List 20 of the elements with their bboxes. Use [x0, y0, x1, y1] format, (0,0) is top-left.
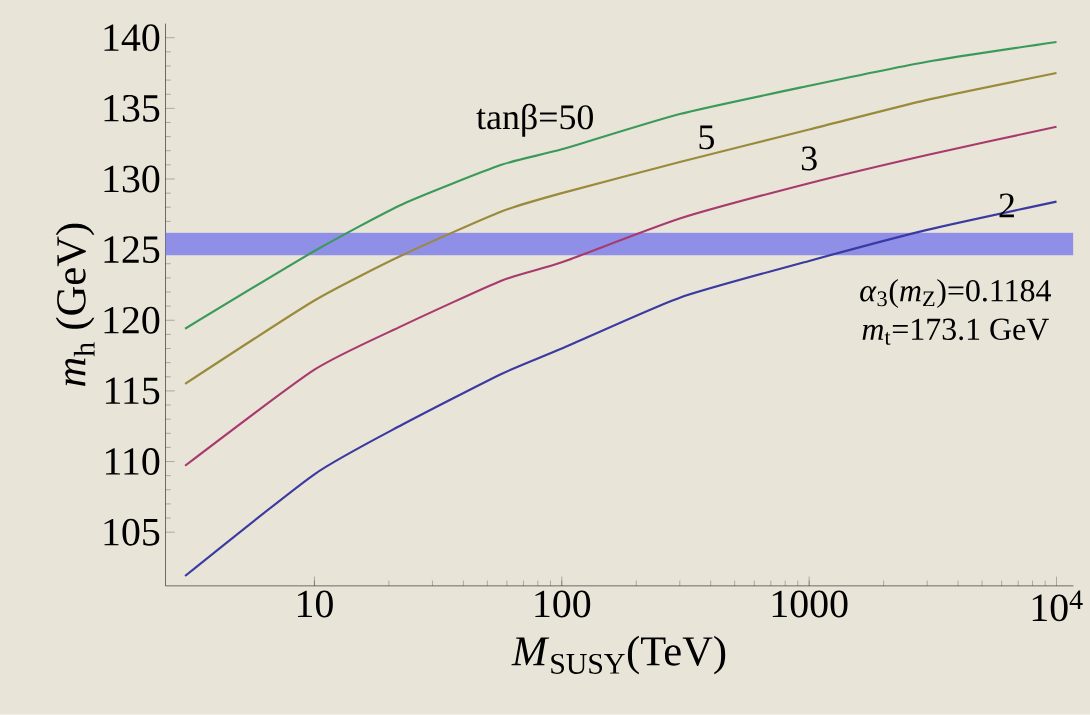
x-tick-label: 10$^{4}$	[1032, 590, 1083, 622]
y-tick-label: 110	[105, 448, 160, 476]
x-tick-label: 100	[535, 590, 591, 618]
series-label: tanβ=50	[476, 103, 593, 137]
y-tick-label: 140	[104, 24, 160, 52]
x-tick-label: 10	[297, 590, 333, 618]
y-axis-title: m$_{h}$ (GeV)	[55, 223, 95, 387]
annotation: m$_{t}$=173.1 GeV	[862, 318, 1049, 345]
series-label: 5	[699, 125, 714, 150]
y-tick-label: 130	[104, 165, 160, 193]
y-tick-label: 115	[105, 377, 160, 405]
x-tick-label: 1000	[772, 590, 848, 618]
annotation: α$_{3}$(m$_{Z}$)=0.1184	[860, 279, 1051, 309]
y-tick-label: 105	[104, 518, 160, 546]
y-tick-label: 135	[104, 95, 160, 122]
y-tick-label: 125	[104, 236, 160, 264]
series-label: 3	[801, 146, 817, 171]
series-label: 2	[999, 193, 1014, 218]
y-tick-label: 120	[104, 306, 160, 334]
x-axis-title: M$_{SUSY}$(TeV)	[511, 635, 726, 675]
